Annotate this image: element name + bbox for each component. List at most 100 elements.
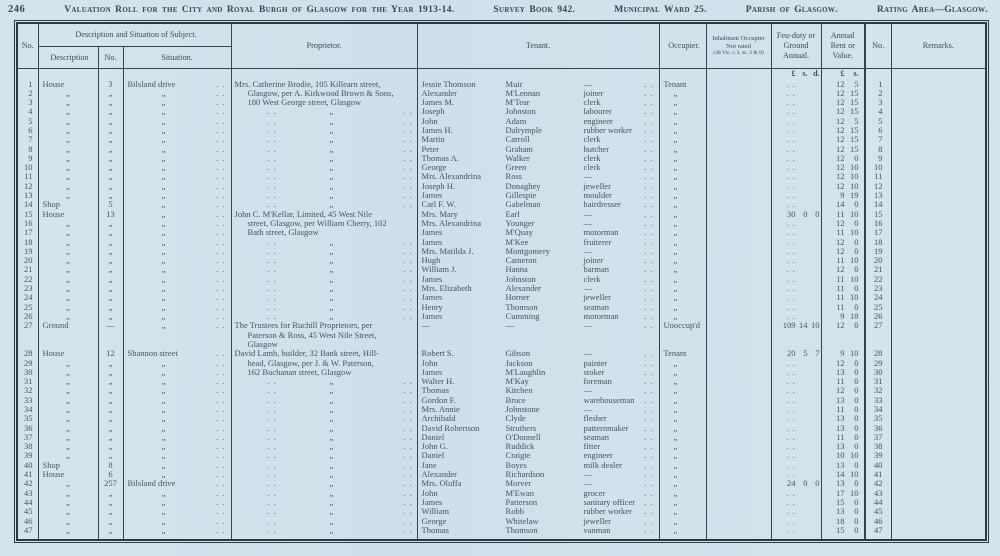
row-number: 16	[24, 217, 33, 228]
table-row: 39 „ „. . „. . „. .. . Daniel Craigie engineer „…	[17, 450, 987, 461]
tenant-surname: Jackson	[505, 357, 533, 368]
rent-shillings: 0	[854, 199, 859, 210]
dots-mark: . .	[644, 441, 654, 452]
street-number-cell: „	[97, 162, 123, 173]
occupier-cell: „	[658, 376, 707, 387]
tenant-surname: Cameron	[505, 255, 537, 266]
dots-mark: . .	[267, 385, 277, 396]
rent-shillings: 15	[850, 106, 859, 117]
situation-cell: . . „	[122, 525, 232, 536]
rent-cell: 12 10	[820, 162, 866, 173]
tenant-cell: . . Thomas A. Walker clerk	[416, 153, 660, 164]
feu-duty-cell: 109 14 10	[770, 320, 822, 350]
dots-mark: . .	[216, 394, 226, 405]
dots-mark: . .	[216, 273, 226, 284]
row-number-right: 2	[864, 88, 892, 99]
dots-mark: . .	[267, 524, 277, 535]
ditto-mark: „	[329, 236, 334, 247]
rent-cell: 13 0	[820, 395, 866, 405]
tenant-occupation: moulder	[583, 190, 612, 201]
header-inhabitant-occupier: Inhabitant Occupier Not rated (48 Vic. c…	[705, 23, 772, 69]
remarks-cell	[890, 405, 987, 415]
proprietor-text: The Trustees for Ruchill Proprietors, pe…	[234, 320, 373, 331]
rent-pounds: 12	[836, 87, 845, 98]
dots-mark: . .	[216, 255, 226, 266]
street-number-cell: „	[97, 227, 123, 238]
rent-pounds: 10	[836, 450, 845, 461]
remarks-cell	[890, 302, 987, 312]
filler-cell	[705, 535, 772, 540]
dots-mark: . .	[644, 487, 654, 498]
tenant-forename: Daniel	[421, 431, 445, 442]
dots-mark: . .	[216, 301, 226, 312]
situation-cell: . . „	[122, 432, 232, 443]
dots-mark: . .	[644, 310, 654, 321]
rent-cell: 12 0	[820, 218, 866, 229]
dots-mark: . .	[267, 422, 277, 433]
rent-pounds: 14	[836, 199, 845, 210]
tenant-surname: Johnstone	[505, 404, 540, 414]
feu-pounds: 109	[782, 320, 796, 331]
row-number: 5	[28, 115, 33, 126]
situation-cell: . . „	[122, 301, 232, 312]
occupier-cell: „	[658, 358, 707, 368]
remarks-cell	[890, 377, 987, 387]
rent-cell: 15 0	[820, 497, 866, 508]
dots-mark: . .	[267, 152, 277, 163]
ditto-mark: „	[329, 292, 334, 303]
rent-cell: 12 0	[820, 237, 866, 247]
row-number-right: 1	[864, 79, 892, 89]
tenant-occupation: hairdresser	[583, 199, 621, 210]
dots-mark: . .	[644, 450, 654, 461]
ditto-mark: „	[329, 255, 334, 266]
tenant-forename: Mrs. Oluffa	[421, 478, 462, 489]
occupier-cell: „	[658, 451, 707, 461]
rent-shillings: 0	[854, 459, 859, 470]
description-cell: „	[37, 255, 98, 266]
rent-shillings: 15	[850, 143, 859, 154]
table-row: 2 „ „. . „ Glasgow, per A. Kirkwood Brown & …	[17, 87, 987, 99]
situation-text: „	[161, 152, 166, 163]
situation-cell: . . „	[122, 311, 232, 322]
proprietor-cell: . . „ . .	[230, 292, 418, 303]
row-number: 29	[24, 357, 33, 368]
situation-cell: . . „	[122, 107, 232, 117]
dots-mark: . .	[267, 413, 277, 424]
header-street-no: No.	[97, 46, 123, 69]
street-number-cell: „	[97, 97, 123, 108]
feu-pounds: 24	[787, 478, 796, 489]
tenant-occupation: seaman	[583, 301, 610, 312]
tenant-forename: James	[421, 366, 443, 377]
feu-duty-cell: . .	[770, 413, 822, 424]
proprietor-cell: . . „ . .	[230, 310, 418, 322]
tenant-cell: . . — — —	[416, 320, 660, 350]
ditto-mark: „	[329, 404, 334, 414]
rent-pounds: 11	[836, 283, 845, 294]
feu-shillings: 14	[799, 320, 808, 331]
rent-cell: 12 5	[820, 79, 866, 89]
description-cell: „	[37, 246, 98, 257]
rent-cell: 11 10	[820, 293, 866, 303]
description-cell: „	[37, 144, 98, 154]
remarks-cell	[890, 349, 987, 359]
table-row: 25 „ „. . „. . „. .. . Henry Thomson seaman „. .…	[17, 301, 987, 312]
table-row: 23 „ „. . „. . „. .. . Mrs. Elizabeth Alexande…	[17, 283, 987, 294]
situation-text: „	[161, 496, 166, 507]
row-number: 11	[24, 171, 33, 182]
ditto-mark: „	[329, 524, 334, 535]
situation-text: „	[161, 394, 166, 405]
proprietor-text: David Lamb, builder, 32 Bank street, Hil…	[234, 348, 379, 359]
row-number-right: 28	[864, 348, 892, 359]
rent-pounds: 12	[836, 115, 845, 126]
tenant-cell: . . Hugh Cameron joiner	[416, 255, 660, 266]
tenant-occupation: jeweller	[583, 292, 611, 303]
ditto-mark: „	[329, 124, 334, 135]
tenant-surname: Ross	[505, 171, 523, 182]
dots-mark: . .	[267, 310, 277, 321]
masthead: 246 Valuation Roll for the City and Roya…	[0, 0, 1000, 15]
remarks-cell	[890, 237, 987, 247]
dots-mark: . .	[216, 245, 226, 256]
occupier-cell: „	[658, 283, 707, 294]
tenant-occupation: clerk	[583, 162, 601, 173]
tenant-occupation: butcher	[583, 143, 610, 154]
